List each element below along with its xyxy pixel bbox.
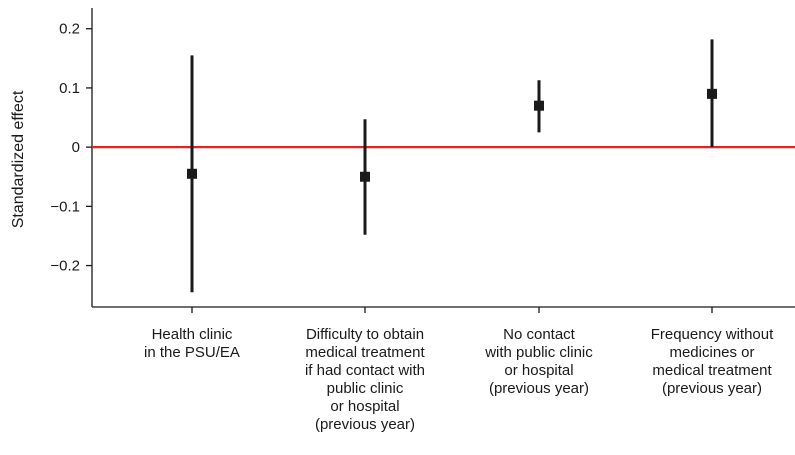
x-category-label-line: or hospital [504, 362, 574, 379]
x-category-label-line: if had contact with [304, 362, 426, 379]
point-estimate [360, 171, 370, 182]
x-category-label-line: No contact [503, 326, 575, 343]
y-tick-label: 0.1 [59, 80, 80, 97]
point-estimate [707, 88, 717, 99]
data-marks [187, 39, 717, 293]
x-category-label-line: or hospital [330, 398, 400, 415]
x-category-label-line: medical treatment [652, 362, 772, 379]
x-category-label-line: medicines or [669, 344, 755, 361]
x-category-label-line: public clinic [326, 380, 404, 397]
x-category-label: Difficulty to obtain medical treatment if … [270, 326, 460, 434]
y-tick-label: −0.1 [50, 198, 80, 215]
y-tick-label: 0 [72, 139, 80, 156]
x-category-label: No contact with public clinic or hospital(… [444, 326, 634, 398]
x-category-label-line: in the PSU/EA [144, 344, 240, 361]
y-tick-label: 0.2 [59, 21, 80, 38]
x-category-label-line: (previous year) [314, 416, 416, 433]
x-category-label-line: Difficulty to obtain [305, 326, 425, 343]
x-category-label-line: Health clinic [151, 326, 233, 343]
y-axis-label: Standardized effect [10, 90, 27, 228]
x-category-label-line: (previous year) [661, 380, 763, 397]
point-estimate [187, 168, 197, 179]
x-category-label-line: (previous year) [488, 380, 590, 397]
x-category-label-line: medical treatment [305, 344, 425, 361]
axes: 0.2 0.1 0 −0.1 −0.2 [50, 8, 795, 313]
point-estimate [534, 100, 544, 111]
y-tick-label: −0.2 [50, 258, 80, 275]
x-category-label: Frequency without medicines or medical tre… [617, 326, 795, 398]
x-category-label-line: with public clinic [485, 344, 593, 361]
x-category-label-line: Frequency without [650, 326, 774, 343]
x-category-label: Health clinic in the PSU/EA [97, 326, 287, 362]
